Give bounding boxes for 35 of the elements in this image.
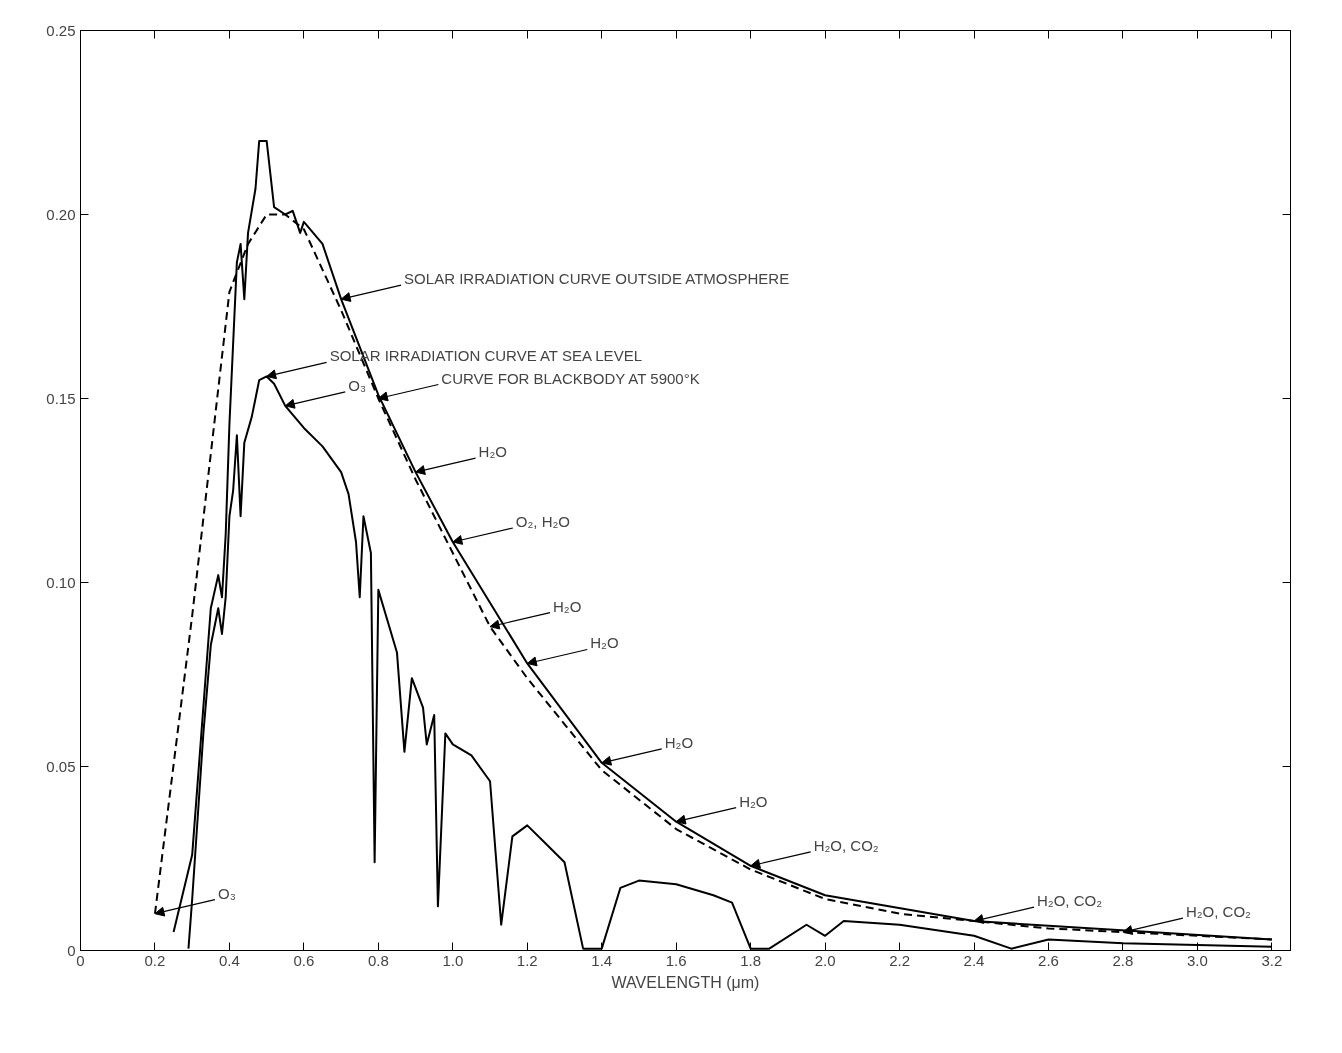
- x-tick-label: 2.8: [1112, 951, 1134, 969]
- x-tick-label: 3.0: [1187, 951, 1208, 969]
- y-tick-label: 0.20: [46, 205, 76, 223]
- x-tick-label: 1.8: [740, 951, 762, 969]
- x-tick-label: 1.2: [516, 951, 538, 969]
- annotation: H₂O: [664, 733, 694, 751]
- annotation: CURVE FOR BLACKBODY AT 5900°K: [441, 369, 700, 387]
- annotation: O₂, H₂O: [515, 513, 570, 531]
- x-tick-label: 1.0: [442, 951, 464, 969]
- y-tick-label: 0.15: [46, 389, 76, 407]
- x-tick-label: 0.6: [293, 951, 315, 969]
- annotation: H₂O: [478, 443, 507, 461]
- x-tick-label: 2.6: [1038, 951, 1059, 969]
- x-tick-label: 0.4: [219, 951, 240, 969]
- annotation: O₃: [348, 376, 367, 394]
- x-tick-label: 1.4: [591, 951, 613, 969]
- x-axis-title: WAVELENGTH (μm): [611, 973, 760, 991]
- annotation: H₂O: [739, 792, 768, 810]
- y-tick-label: 0.10: [46, 573, 76, 591]
- annotation: H₂O: [590, 634, 619, 652]
- x-tick-label: 0.2: [144, 951, 166, 969]
- x-tick-label: 2.4: [963, 951, 985, 969]
- x-tick-label: 2.0: [814, 951, 836, 969]
- annotation: H₂O: [553, 597, 582, 615]
- annotation: SOLAR IRRADIATION CURVE OUTSIDE ATMOSPHERE: [404, 270, 790, 288]
- annotation: H₂O, CO₂: [1037, 892, 1103, 910]
- y-tick-label: 0.05: [46, 757, 76, 775]
- x-tick-label: 3.2: [1261, 951, 1283, 969]
- annotation: H₂O, CO₂: [1185, 903, 1252, 921]
- x-tick-label: 1.6: [665, 951, 687, 969]
- y-tick-label: 0.25: [46, 21, 76, 39]
- annotation: O₃: [217, 884, 236, 902]
- x-tick-label: 0.8: [367, 951, 389, 969]
- x-tick-label: 2.2: [889, 951, 911, 969]
- annotation: H₂O, CO₂: [813, 836, 879, 854]
